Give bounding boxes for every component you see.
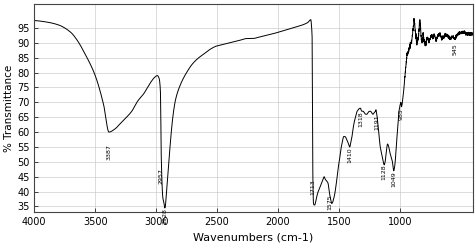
Text: 2957: 2957 (159, 168, 164, 184)
Text: 1191: 1191 (373, 114, 378, 130)
Text: 1575: 1575 (327, 195, 331, 210)
Y-axis label: % Transmittance: % Transmittance (4, 65, 14, 152)
Text: 3387: 3387 (106, 144, 111, 160)
Text: 1049: 1049 (390, 171, 396, 186)
Text: 1410: 1410 (347, 147, 352, 163)
X-axis label: Wavenumbers (cm-1): Wavenumbers (cm-1) (193, 233, 313, 243)
Text: 985: 985 (398, 108, 403, 120)
Text: 1318: 1318 (358, 111, 363, 127)
Text: 1713: 1713 (310, 180, 315, 195)
Text: 545: 545 (452, 43, 456, 55)
Text: 2928: 2928 (162, 208, 167, 224)
Text: 1128: 1128 (381, 165, 386, 181)
